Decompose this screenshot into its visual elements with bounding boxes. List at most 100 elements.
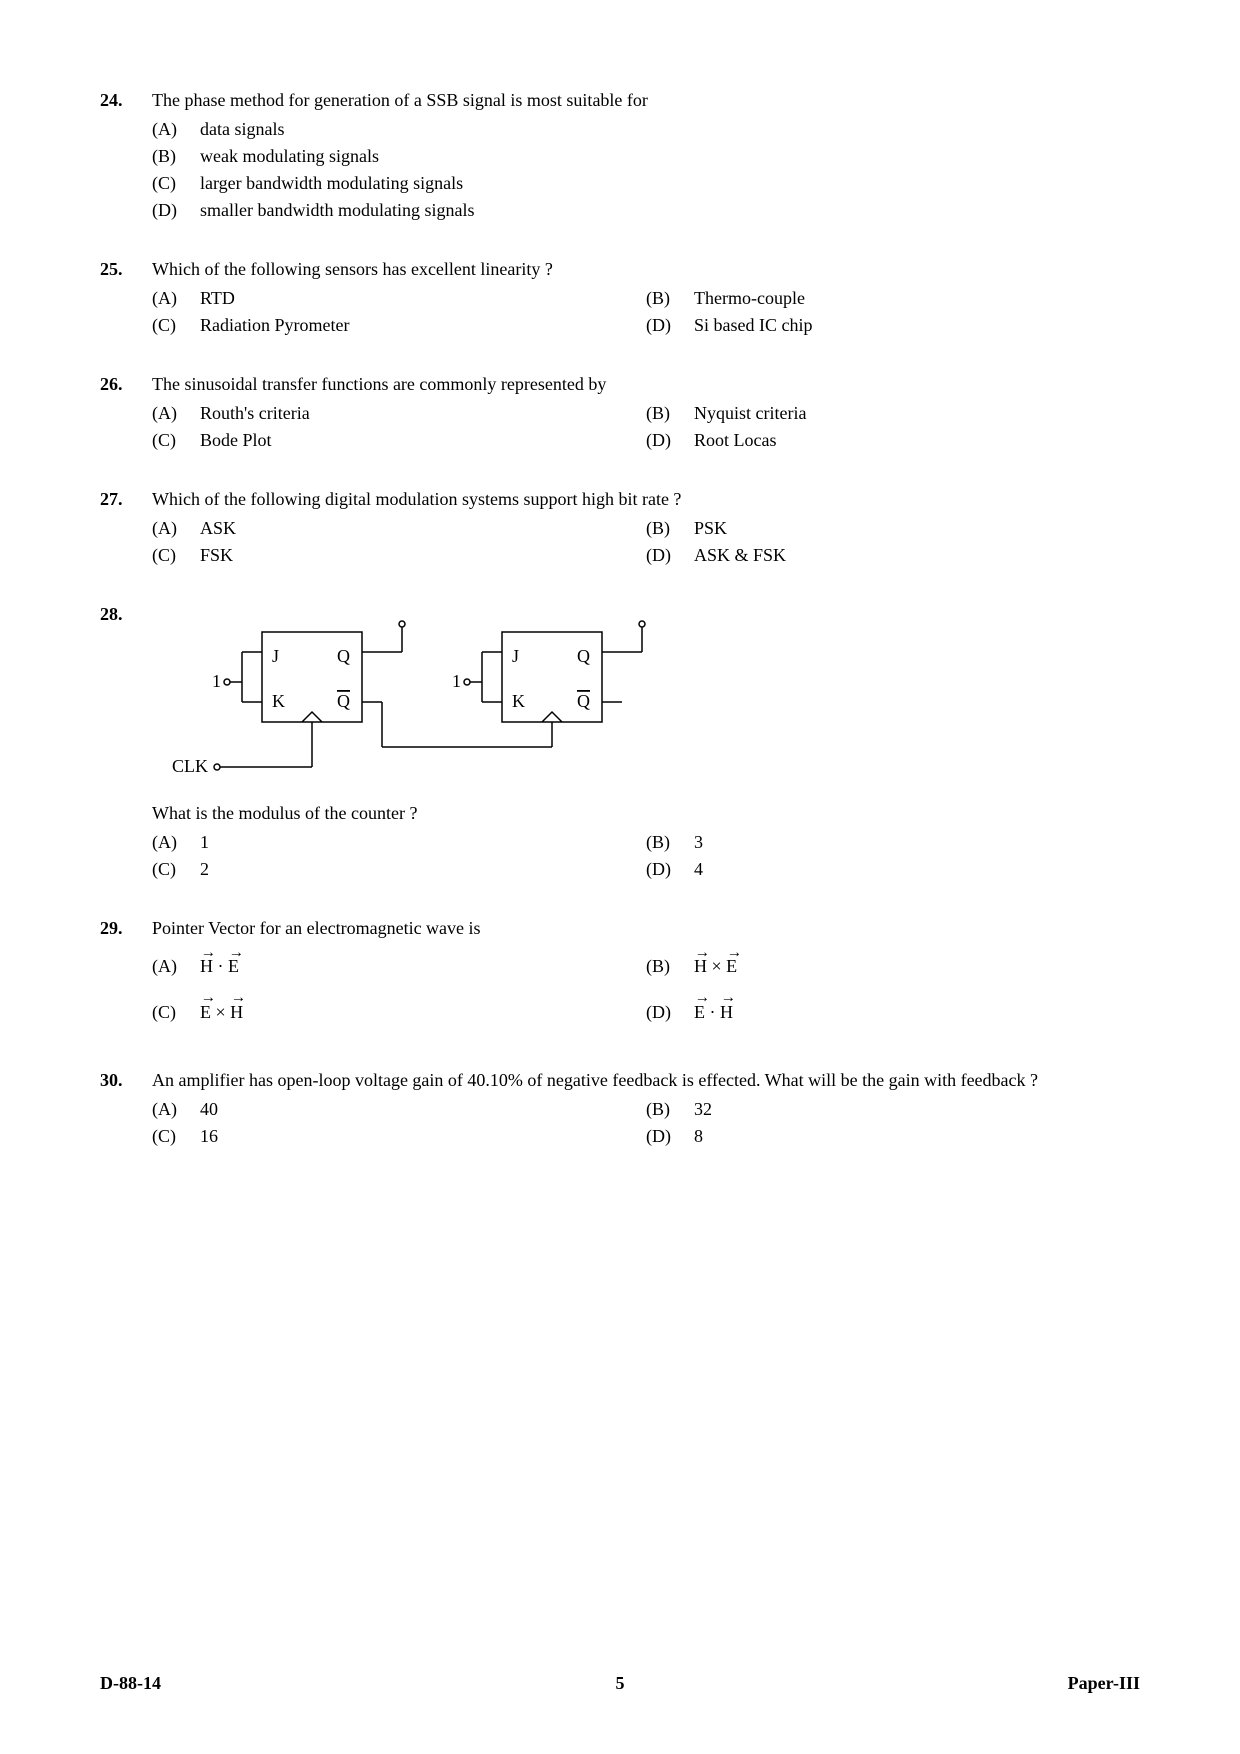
option-label: (D) xyxy=(152,200,200,221)
question-body: The phase method for generation of a SSB… xyxy=(152,90,1140,227)
option-label: (C) xyxy=(152,993,200,1033)
question-text: An amplifier has open-loop voltage gain … xyxy=(152,1070,1140,1091)
option-label: (A) xyxy=(152,1099,200,1120)
question-body: The sinusoidal transfer functions are co… xyxy=(152,374,1140,457)
option-text: H · E xyxy=(200,947,646,987)
option-label: (B) xyxy=(646,518,694,539)
option-c: (C)2 xyxy=(152,859,646,880)
option-label: (B) xyxy=(646,288,694,309)
svg-text:Q: Q xyxy=(577,691,590,711)
question-text: The sinusoidal transfer functions are co… xyxy=(152,374,1140,395)
question-number: 25. xyxy=(100,259,152,342)
option-text: Bode Plot xyxy=(200,430,646,451)
option-d: (D)4 xyxy=(646,859,1140,880)
question-text: Which of the following sensors has excel… xyxy=(152,259,1140,280)
option-text: ASK xyxy=(200,518,646,539)
option-text: 40 xyxy=(200,1099,646,1120)
question-30: 30. An amplifier has open-loop voltage g… xyxy=(100,1070,1140,1153)
option-label: (B) xyxy=(646,403,694,424)
option-text: 16 xyxy=(200,1126,646,1147)
option-a: (A)RTD xyxy=(152,288,646,309)
option-label: (D) xyxy=(646,545,694,566)
label-k2: K xyxy=(512,691,525,711)
option-text: PSK xyxy=(694,518,1140,539)
option-text: 3 xyxy=(694,832,1140,853)
option-text: larger bandwidth modulating signals xyxy=(200,173,1140,194)
option-d: (D)8 xyxy=(646,1126,1140,1147)
option-text: data signals xyxy=(200,119,1140,140)
question-26: 26. The sinusoidal transfer functions ar… xyxy=(100,374,1140,457)
option-text: 2 xyxy=(200,859,646,880)
label-q2: Q xyxy=(577,646,590,666)
question-24: 24. The phase method for generation of a… xyxy=(100,90,1140,227)
option-label: (D) xyxy=(646,315,694,336)
label-one: 1 xyxy=(212,671,221,691)
option-label: (C) xyxy=(152,545,200,566)
option-label: (A) xyxy=(152,119,200,140)
question-body: An amplifier has open-loop voltage gain … xyxy=(152,1070,1140,1153)
option-text: Root Locas xyxy=(694,430,1140,451)
footer-right: Paper-III xyxy=(1068,1673,1140,1694)
option-text: 8 xyxy=(694,1126,1140,1147)
option-text: Nyquist criteria xyxy=(694,403,1140,424)
label-j2: J xyxy=(512,646,519,666)
option-d: (D)Root Locas xyxy=(646,430,1140,451)
option-c: (C)E × H xyxy=(152,993,646,1033)
option-c: (C)larger bandwidth modulating signals xyxy=(152,173,1140,194)
option-label: (B) xyxy=(646,1099,694,1120)
option-a: (A)H · E xyxy=(152,947,646,987)
option-text: E × H xyxy=(200,993,646,1033)
option-label: (A) xyxy=(152,832,200,853)
question-number: 24. xyxy=(100,90,152,227)
option-b: (B)32 xyxy=(646,1099,1140,1120)
option-label: (D) xyxy=(646,859,694,880)
label-qbar2: Q xyxy=(577,691,590,711)
option-a: (A)data signals xyxy=(152,119,1140,140)
option-text: 4 xyxy=(694,859,1140,880)
option-b: (B)3 xyxy=(646,832,1140,853)
options: (A)1 (B)3 (C)2 (D)4 xyxy=(152,832,1140,886)
jk-flipflop-counter-icon: J K Q Q J K Q Q 1 xyxy=(172,612,732,782)
svg-text:Q: Q xyxy=(337,691,350,711)
option-a: (A)40 xyxy=(152,1099,646,1120)
footer-center: 5 xyxy=(616,1673,625,1694)
option-text: FSK xyxy=(200,545,646,566)
option-b: (B)Thermo-couple xyxy=(646,288,1140,309)
option-a: (A)ASK xyxy=(152,518,646,539)
question-text: The phase method for generation of a SSB… xyxy=(152,90,1140,111)
label-clk: CLK xyxy=(172,756,208,776)
question-27: 27. Which of the following digital modul… xyxy=(100,489,1140,572)
question-text: What is the modulus of the counter ? xyxy=(152,803,1140,824)
question-body: J K Q Q J K Q Q 1 xyxy=(152,604,1140,886)
option-text: E · H xyxy=(694,993,1140,1033)
option-label: (C) xyxy=(152,315,200,336)
options: (A)RTD (B)Thermo-couple (C)Radiation Pyr… xyxy=(152,288,1140,342)
page-footer: D-88-14 5 Paper-III xyxy=(100,1673,1140,1694)
footer-left: D-88-14 xyxy=(100,1673,161,1694)
option-label: (A) xyxy=(152,518,200,539)
label-one2: 1 xyxy=(452,671,461,691)
option-text: 32 xyxy=(694,1099,1140,1120)
option-label: (C) xyxy=(152,1126,200,1147)
question-number: 27. xyxy=(100,489,152,572)
question-29: 29. Pointer Vector for an electromagneti… xyxy=(100,918,1140,1038)
option-label: (C) xyxy=(152,430,200,451)
option-c: (C)Radiation Pyrometer xyxy=(152,315,646,336)
option-label: (C) xyxy=(152,859,200,880)
options: (A)Routh's criteria (B)Nyquist criteria … xyxy=(152,403,1140,457)
question-body: Pointer Vector for an electromagnetic wa… xyxy=(152,918,1140,1038)
option-c: (C)FSK xyxy=(152,545,646,566)
option-a: (A)1 xyxy=(152,832,646,853)
option-text: weak modulating signals xyxy=(200,146,1140,167)
options: (A)40 (B)32 (C)16 (D)8 xyxy=(152,1099,1140,1153)
option-label: (D) xyxy=(646,1126,694,1147)
question-number: 30. xyxy=(100,1070,152,1153)
option-text: Thermo-couple xyxy=(694,288,1140,309)
label-k: K xyxy=(272,691,285,711)
option-text: smaller bandwidth modulating signals xyxy=(200,200,1140,221)
option-b: (B)Nyquist criteria xyxy=(646,403,1140,424)
question-25: 25. Which of the following sensors has e… xyxy=(100,259,1140,342)
option-text: H × E xyxy=(694,947,1140,987)
option-label: (D) xyxy=(646,430,694,451)
option-label: (B) xyxy=(646,947,694,987)
